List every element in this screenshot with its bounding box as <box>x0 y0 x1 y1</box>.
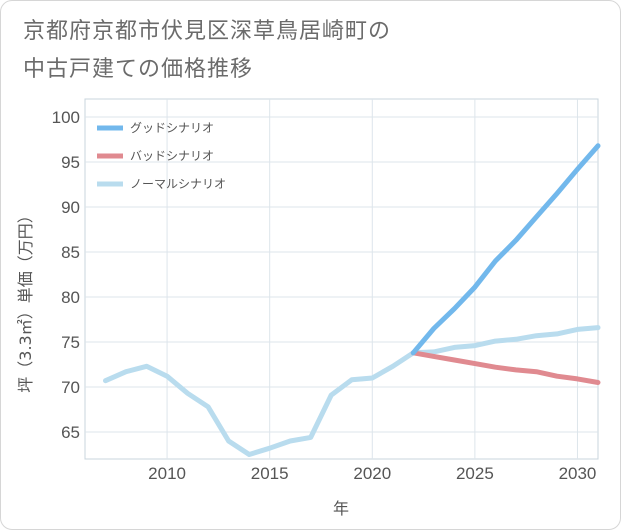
series-line-bad <box>410 350 601 385</box>
chart-title-line-1: 京都府京都市伏見区深草鳥居崎町の <box>23 19 392 44</box>
y-tick-label-80: 80 <box>61 288 80 307</box>
plot-area <box>84 98 599 460</box>
legend-label-bad: バッドシナリオ <box>130 149 214 163</box>
chart-title: 京都府京都市伏見区深草鳥居崎町の 中古戸建ての価格推移 <box>23 13 583 89</box>
y-tick-label-90: 90 <box>61 198 80 217</box>
y-axis-label: 坪（3.3㎡）単価（万円） <box>16 207 35 392</box>
x-axis-label: 年 <box>333 499 349 518</box>
x-tick-label-2030: 2030 <box>559 464 597 483</box>
y-axis-ticks: 65 70 75 80 85 90 95 100 <box>52 108 80 442</box>
legend: グッドシナリオ バッドシナリオ ノーマルシナリオ <box>97 121 226 191</box>
y-tick-label-70: 70 <box>61 378 80 397</box>
x-tick-label-2025: 2025 <box>456 464 494 483</box>
legend-label-good: グッドシナリオ <box>130 121 214 135</box>
x-tick-label-2010: 2010 <box>148 464 186 483</box>
y-tick-label-65: 65 <box>61 423 80 442</box>
x-tick-label-2020: 2020 <box>353 464 391 483</box>
legend-label-normal: ノーマルシナリオ <box>130 177 226 191</box>
series-line-good <box>410 143 601 356</box>
chart-title-line-2: 中古戸建ての価格推移 <box>23 57 254 82</box>
y-tick-label-75: 75 <box>61 333 80 352</box>
y-tick-label-95: 95 <box>61 153 80 172</box>
x-tick-label-2015: 2015 <box>251 464 289 483</box>
series-line-normal <box>103 325 601 457</box>
y-tick-label-100: 100 <box>52 108 80 127</box>
series-lines <box>103 143 601 457</box>
y-tick-label-85: 85 <box>61 243 80 262</box>
x-axis-ticks: 2010 2015 2020 2025 2030 <box>148 464 596 483</box>
